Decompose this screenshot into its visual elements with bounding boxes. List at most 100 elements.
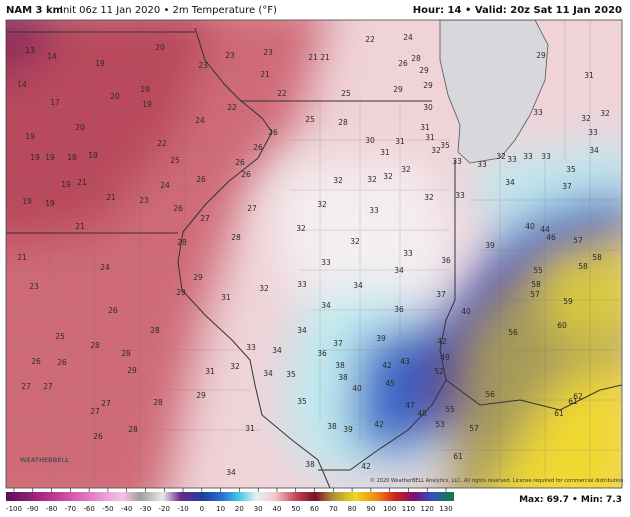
station-value: 30 bbox=[423, 103, 433, 112]
station-value: 25 bbox=[170, 156, 180, 165]
station-value: 29 bbox=[196, 391, 206, 400]
station-value: 62 bbox=[573, 392, 583, 401]
station-value: 43 bbox=[400, 357, 410, 366]
station-value: 40 bbox=[352, 384, 362, 393]
station-value: 34 bbox=[321, 301, 331, 310]
colorbar-tick-label: 120 bbox=[421, 505, 434, 513]
station-value: 35 bbox=[297, 397, 307, 406]
station-value: 27 bbox=[200, 214, 210, 223]
station-value: 55 bbox=[445, 405, 455, 414]
station-value: 23 bbox=[29, 282, 39, 291]
colorbar-tick-label: -100 bbox=[6, 505, 22, 513]
station-value: 24 bbox=[195, 116, 205, 125]
station-value: 13 bbox=[25, 46, 35, 55]
colorbar-tick-label: 10 bbox=[216, 505, 225, 513]
station-value: 60 bbox=[557, 321, 567, 330]
station-value: 36 bbox=[441, 256, 451, 265]
station-value: 55 bbox=[533, 266, 543, 275]
station-value: 33 bbox=[369, 206, 379, 215]
station-value: 21 bbox=[77, 178, 87, 187]
station-value: 27 bbox=[43, 382, 53, 391]
station-value: 34 bbox=[263, 369, 273, 378]
station-value: 28 bbox=[338, 118, 348, 127]
station-value: 40 bbox=[461, 307, 471, 316]
station-value: 21 bbox=[308, 53, 318, 62]
station-value: 27 bbox=[101, 399, 111, 408]
station-value: 21 bbox=[260, 70, 270, 79]
station-value: 32 bbox=[401, 165, 411, 174]
station-value: 19 bbox=[25, 132, 35, 141]
station-value: 17 bbox=[50, 98, 60, 107]
station-value: 33 bbox=[455, 191, 465, 200]
colorbar-tick-label: 0 bbox=[200, 505, 204, 513]
station-value: 32 bbox=[424, 193, 434, 202]
station-value: 33 bbox=[477, 160, 487, 169]
station-value: 24 bbox=[100, 263, 110, 272]
station-value: 28 bbox=[177, 238, 187, 247]
colorbar-tick-label: 20 bbox=[235, 505, 244, 513]
station-value: 23 bbox=[225, 51, 235, 60]
station-value: 14 bbox=[47, 52, 57, 61]
station-value: 24 bbox=[160, 181, 170, 190]
county-lines bbox=[6, 20, 620, 480]
station-value: 56 bbox=[485, 390, 495, 399]
station-value: 19 bbox=[45, 153, 55, 162]
station-value: 29 bbox=[193, 273, 203, 282]
station-value: 32 bbox=[259, 284, 269, 293]
station-value: 31 bbox=[221, 293, 231, 302]
station-value: 19 bbox=[61, 180, 71, 189]
station-value: 32 bbox=[333, 176, 343, 185]
station-value: 19 bbox=[30, 153, 40, 162]
station-value: 19 bbox=[22, 197, 32, 206]
station-value: 33 bbox=[523, 152, 533, 161]
station-value: 46 bbox=[546, 233, 556, 242]
colorbar-tick-label: -50 bbox=[102, 505, 113, 513]
station-value: 28 bbox=[231, 233, 241, 242]
station-value: 28 bbox=[153, 398, 163, 407]
station-value: 53 bbox=[435, 420, 445, 429]
station-value: 20 bbox=[75, 123, 85, 132]
station-value: 26 bbox=[57, 358, 67, 367]
station-value: 33 bbox=[321, 258, 331, 267]
station-value: 32 bbox=[600, 109, 610, 118]
model-name: NAM 3 km bbox=[6, 5, 63, 16]
station-value: 29 bbox=[536, 51, 546, 60]
station-value: 25 bbox=[305, 115, 315, 124]
station-value: 19 bbox=[45, 199, 55, 208]
map-description: Init 06z 11 Jan 2020 • 2m Temperature (°… bbox=[60, 5, 277, 16]
station-value: 27 bbox=[21, 382, 31, 391]
station-value: 33 bbox=[541, 152, 551, 161]
station-value: 21 bbox=[17, 253, 27, 262]
station-value: 14 bbox=[17, 80, 27, 89]
station-value: 29 bbox=[176, 288, 186, 297]
station-value: 33 bbox=[297, 280, 307, 289]
station-value: 35 bbox=[286, 370, 296, 379]
station-value: 19 bbox=[95, 59, 105, 68]
station-value: 37 bbox=[436, 290, 446, 299]
station-value: 39 bbox=[343, 425, 353, 434]
station-value: 37 bbox=[562, 182, 572, 191]
station-value: 36 bbox=[317, 349, 327, 358]
station-value: 26 bbox=[253, 143, 263, 152]
station-value: 32 bbox=[431, 146, 441, 155]
station-value: 18 bbox=[67, 153, 77, 162]
station-value: 28 bbox=[121, 349, 131, 358]
station-value: 33 bbox=[533, 108, 543, 117]
station-value: 21 bbox=[320, 53, 330, 62]
station-value: 21 bbox=[75, 222, 85, 231]
station-value: 26 bbox=[31, 357, 41, 366]
station-value: 38 bbox=[335, 361, 345, 370]
station-value: 58 bbox=[592, 253, 602, 262]
colorbar-tick-label: -40 bbox=[121, 505, 132, 513]
colorbar-tick-label: -10 bbox=[177, 505, 188, 513]
station-value: 31 bbox=[205, 367, 215, 376]
station-value: 27 bbox=[90, 407, 100, 416]
station-value: 32 bbox=[317, 200, 327, 209]
station-value: 32 bbox=[581, 114, 591, 123]
station-value: 59 bbox=[563, 297, 573, 306]
station-value: 19 bbox=[142, 100, 152, 109]
station-value: 49 bbox=[440, 353, 450, 362]
